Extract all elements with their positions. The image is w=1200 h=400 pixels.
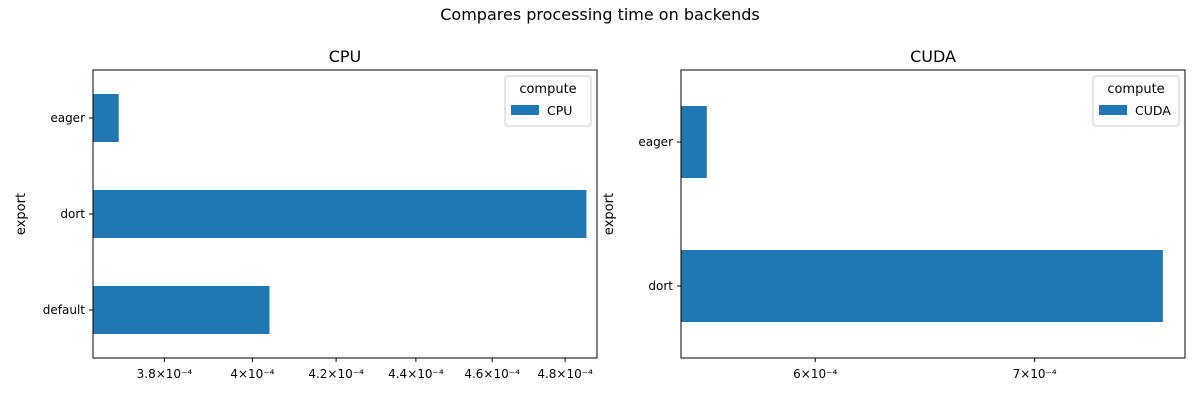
- legend-title: compute: [1107, 82, 1164, 97]
- bar-default: [93, 286, 270, 334]
- figure-suptitle: Compares processing time on backends: [440, 5, 760, 24]
- bar-eager: [681, 106, 707, 178]
- y-tick-label: default: [43, 303, 86, 317]
- legend: compute CPU: [504, 75, 592, 127]
- x-tick-label: 4.2×10⁻⁴: [308, 367, 364, 381]
- x-tick-label: 3.8×10⁻⁴: [137, 367, 193, 381]
- x-tick-label: 4.4×10⁻⁴: [388, 367, 444, 381]
- y-tick-label: dort: [648, 279, 673, 293]
- y-axis-label: export: [14, 193, 29, 235]
- bar-eager: [93, 94, 119, 142]
- x-tick-label: 6×10⁻⁴: [793, 367, 837, 381]
- legend: compute CUDA: [1092, 75, 1180, 127]
- y-tick-label: eager: [50, 111, 85, 125]
- panel-title: CUDA: [910, 47, 956, 66]
- y-tick-label: eager: [638, 135, 673, 149]
- legend-title: compute: [519, 82, 576, 97]
- x-tick-label: 4×10⁻⁴: [230, 367, 274, 381]
- axes-frame: [680, 69, 1186, 359]
- bar-dort: [681, 250, 1163, 322]
- y-axis-label: export: [602, 193, 617, 235]
- legend-swatch: [511, 105, 539, 115]
- chart-panel-0: eager dort default 3.8×10⁻⁴ 4×10⁻⁴ 4.2×10⁻⁴ 4.…: [14, 47, 598, 381]
- legend-label: CUDA: [1135, 103, 1171, 118]
- legend-swatch: [1099, 105, 1127, 115]
- chart-panel-1: eager dort 6×10⁻⁴ 7×10⁻⁴ CUDA export compute CU…: [602, 47, 1186, 381]
- x-tick-label: 4.6×10⁻⁴: [464, 367, 520, 381]
- bar-dort: [93, 190, 587, 238]
- y-tick-label: dort: [60, 207, 85, 221]
- x-tick-label: 7×10⁻⁴: [1013, 367, 1057, 381]
- legend-label: CPU: [547, 103, 572, 118]
- x-tick-label: 4.8×10⁻⁴: [537, 367, 593, 381]
- panel-title: CPU: [329, 47, 362, 66]
